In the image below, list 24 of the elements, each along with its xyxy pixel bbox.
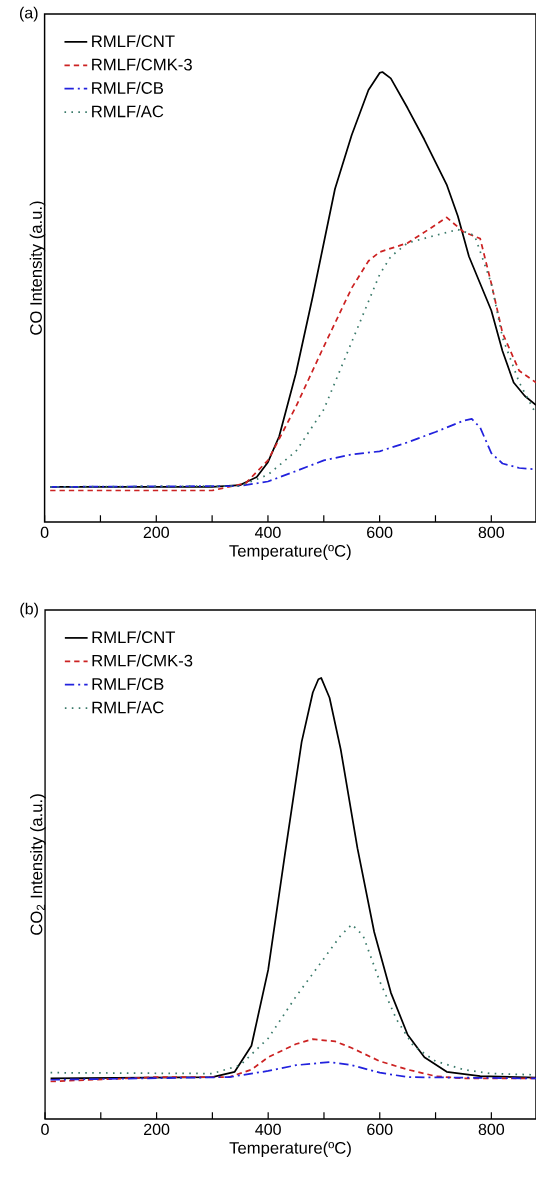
y-axis-title: CO$_{2}$ Intensity (a.u.) [30,794,46,935]
x-tick-label: 200 [144,1123,170,1136]
x-tick-label: 800 [478,526,505,539]
x-tick-label: 0 [40,526,49,539]
legend-label: RMLF/CB [92,81,164,94]
legend-label: RMLF/CB [92,677,164,690]
x-tick-label: 400 [254,526,281,539]
y-axis-title: CO Intensity (a.u.) [29,201,46,335]
legend-label: RMLF/CNT [92,630,176,644]
x-axis-title: Temperature(ºC) [229,1141,351,1158]
legend-label: RMLF/AC [92,701,164,714]
x-tick-label: 400 [255,1123,281,1136]
x-tick-label: 0 [41,1123,49,1136]
legend-label: RMLF/AC [92,105,164,118]
x-tick-label: 600 [367,1123,393,1136]
chart-title: (a) [19,6,38,22]
chart-title: (b) [20,602,38,618]
legend-label: RMLF/CMK-3 [92,58,192,71]
x-tick-label: 200 [143,526,169,539]
x-tick-label: 600 [367,526,393,539]
legend-label: RMLF/CNT [92,34,175,48]
x-tick-label: 800 [478,1123,505,1136]
x-axis-title: Temperature(ºC) [229,544,351,561]
legend-label: RMLF/CMK-3 [92,654,193,667]
